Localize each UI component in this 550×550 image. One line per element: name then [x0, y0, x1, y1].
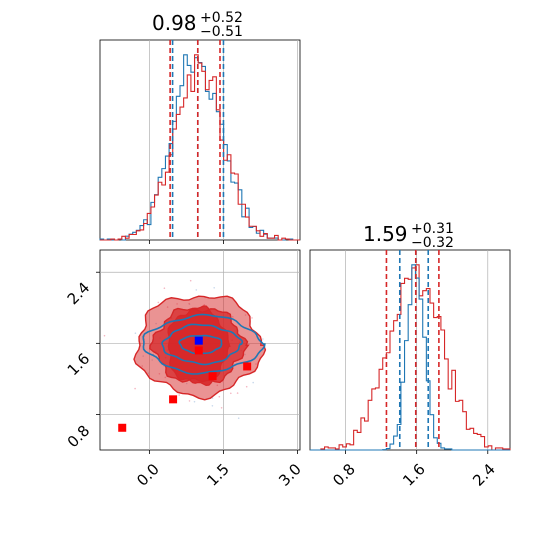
- scatter-point: [163, 287, 166, 290]
- joint-x-tick-label: 1.5: [203, 460, 233, 490]
- joint-x-tick-label: 3.0: [275, 460, 305, 490]
- top-marginal-panel: [99, 39, 301, 244]
- scatter-point: [245, 385, 248, 388]
- right-panel-title-plus: +0.31: [411, 221, 454, 237]
- scatter-point: [252, 381, 254, 384]
- right-x-tick-label: 0.8: [329, 460, 359, 490]
- joint-y-tick-label: 2.4: [64, 279, 94, 309]
- top-hist-blue: [99, 54, 300, 241]
- scatter-point: [189, 279, 192, 282]
- scatter-point: [103, 334, 106, 337]
- scatter-point: [213, 287, 215, 289]
- right-x-tick-label: 2.4: [469, 460, 499, 490]
- scatter-point: [157, 301, 160, 304]
- scatter-point: [251, 317, 253, 319]
- right-marginal-panel: [309, 249, 511, 454]
- scatter-point: [262, 338, 264, 340]
- red-square-marker: [194, 346, 203, 355]
- right-hist-blue: [310, 264, 510, 451]
- right-panel-frame: [309, 249, 511, 451]
- top-panel-title-value: 0.98: [152, 11, 197, 35]
- scatter-point: [193, 400, 196, 403]
- right-panel-title-minus: −0.32: [411, 235, 454, 251]
- joint-x-tick-label: 0.0: [133, 460, 163, 490]
- red-square-marker: [118, 423, 127, 432]
- joint-panel-frame: [99, 249, 301, 451]
- right-panel-title-value: 1.59: [363, 222, 408, 246]
- blue-contour-middle: [161, 323, 244, 366]
- right-hist-red: [310, 264, 511, 451]
- top-panel-title-plus: +0.52: [200, 10, 243, 26]
- blue-contour-outer: [142, 313, 266, 375]
- joint-y-tick-label: 0.8: [64, 422, 94, 452]
- red-square-marker: [208, 372, 217, 381]
- scatter-point: [134, 332, 137, 335]
- blue-square-marker: [194, 336, 203, 345]
- scatter-point: [134, 387, 136, 390]
- scatter-point: [195, 289, 198, 291]
- red-square-marker: [169, 395, 178, 404]
- top-panel-frame: [99, 39, 301, 241]
- top-hist-red: [100, 54, 300, 241]
- joint-contour-panel: [96, 249, 301, 454]
- joint-y-tick-label: 1.6: [64, 350, 94, 380]
- red-square-marker: [243, 362, 252, 371]
- right-x-tick-label: 1.6: [399, 460, 429, 490]
- scatter-point: [218, 395, 221, 398]
- scatter-point: [237, 417, 240, 420]
- blue-contour-inner: [178, 334, 223, 355]
- scatter-point: [220, 407, 223, 409]
- scatter-point: [188, 400, 191, 402]
- scatter-point: [178, 394, 180, 396]
- scatter-point: [230, 392, 232, 395]
- top-panel-title-minus: −0.51: [200, 24, 243, 40]
- scatter-point: [211, 405, 214, 407]
- scatter-point: [236, 392, 239, 394]
